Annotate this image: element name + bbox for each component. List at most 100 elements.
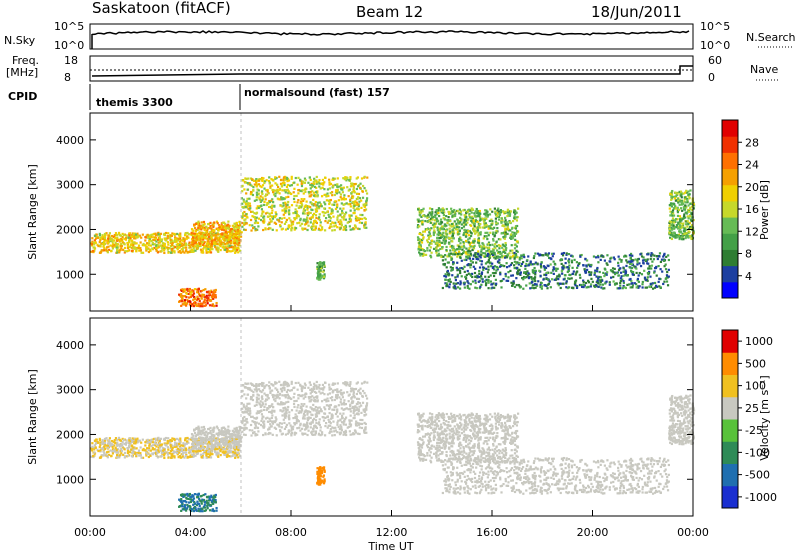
power-cell xyxy=(224,234,227,237)
power-cell xyxy=(253,199,256,202)
power-cell xyxy=(531,263,534,266)
power-cell xyxy=(114,241,117,244)
power-cell xyxy=(488,255,491,258)
power-cell xyxy=(587,285,590,289)
power-cell xyxy=(671,210,674,214)
power-cell xyxy=(645,286,649,289)
power-cell xyxy=(486,271,489,274)
power-cell xyxy=(474,218,478,221)
power-cell xyxy=(456,269,459,272)
power-cell xyxy=(514,213,517,216)
velocity-cell xyxy=(159,437,163,440)
power-cell xyxy=(349,209,352,212)
power-cell xyxy=(630,279,633,283)
velocity-cell xyxy=(163,454,166,457)
power-cell xyxy=(241,185,244,188)
power-cell xyxy=(107,237,110,240)
power-cell xyxy=(492,282,495,285)
power-cell xyxy=(549,263,552,266)
power-cell xyxy=(620,259,623,262)
power-cell xyxy=(669,210,672,213)
power-cell xyxy=(176,248,179,251)
power-cell xyxy=(513,217,516,220)
power-cell xyxy=(324,203,327,206)
power-cell xyxy=(117,243,120,246)
power-cell xyxy=(200,228,203,231)
velocity-cell xyxy=(133,442,136,445)
power-cell xyxy=(587,271,591,274)
power-cell xyxy=(468,273,472,276)
power-cell xyxy=(106,251,109,254)
velocity-cell xyxy=(114,437,118,440)
power-cell xyxy=(296,183,299,186)
power-cell xyxy=(628,254,632,257)
power-cell xyxy=(328,183,331,186)
power-cell xyxy=(191,289,194,292)
power-cell xyxy=(484,209,487,212)
power-cell xyxy=(357,192,361,196)
power-cell xyxy=(460,213,463,216)
power-cell xyxy=(502,236,505,239)
velocity-cell xyxy=(234,452,237,455)
power-cell xyxy=(268,221,271,224)
power-cell xyxy=(456,261,459,264)
power-cell xyxy=(687,227,691,230)
power-cell xyxy=(561,282,564,285)
power-cell xyxy=(251,224,254,227)
velocity-cell xyxy=(230,450,233,454)
velocity-cell xyxy=(153,448,156,451)
velocity-cell xyxy=(132,451,135,454)
power-cell xyxy=(692,218,695,222)
velocity-cell xyxy=(155,445,158,448)
power-cell xyxy=(544,253,548,256)
power-cell xyxy=(310,182,313,186)
power-cell xyxy=(474,214,477,217)
power-cell xyxy=(316,201,319,204)
power-cell xyxy=(193,239,196,243)
velocity-cell xyxy=(179,450,182,453)
power-cell xyxy=(234,232,237,236)
power-cell xyxy=(683,197,686,200)
power-cell xyxy=(431,216,434,219)
power-cell xyxy=(679,225,682,228)
power-cell xyxy=(491,227,494,230)
power-cell xyxy=(327,213,330,216)
power-cell xyxy=(491,253,495,257)
power-cell xyxy=(200,297,203,300)
power-cell xyxy=(503,234,506,238)
power-cell xyxy=(350,214,353,217)
power-cell xyxy=(203,226,207,229)
power-cell xyxy=(175,243,178,246)
power-cell xyxy=(223,226,226,229)
power-cell xyxy=(319,278,322,281)
power-cell xyxy=(417,237,420,240)
velocity-cell xyxy=(106,444,110,447)
power-cell xyxy=(454,287,457,290)
power-cell xyxy=(471,221,474,224)
velocity-cell xyxy=(103,445,106,448)
power-cell xyxy=(133,237,136,240)
power-cell xyxy=(579,254,582,257)
power-cell xyxy=(312,182,316,185)
power-cell xyxy=(136,236,139,239)
power-cell xyxy=(679,231,682,234)
power-cell xyxy=(205,233,208,236)
power-cell xyxy=(441,246,444,249)
power-cell xyxy=(502,277,505,281)
power-cell xyxy=(534,269,537,273)
power-cell xyxy=(648,270,651,274)
power-cell xyxy=(219,228,222,231)
power-cell xyxy=(351,191,354,194)
power-cell xyxy=(583,270,587,273)
velocity-cell xyxy=(99,449,102,452)
power-cell xyxy=(111,247,115,250)
power-cell xyxy=(320,266,323,270)
power-cell xyxy=(513,264,516,267)
power-cell xyxy=(573,258,576,262)
power-cell xyxy=(177,246,181,249)
power-cell xyxy=(365,226,368,229)
power-cell xyxy=(166,241,169,244)
power-cell xyxy=(179,245,182,248)
power-cell xyxy=(474,255,478,259)
power-cell xyxy=(511,252,514,255)
